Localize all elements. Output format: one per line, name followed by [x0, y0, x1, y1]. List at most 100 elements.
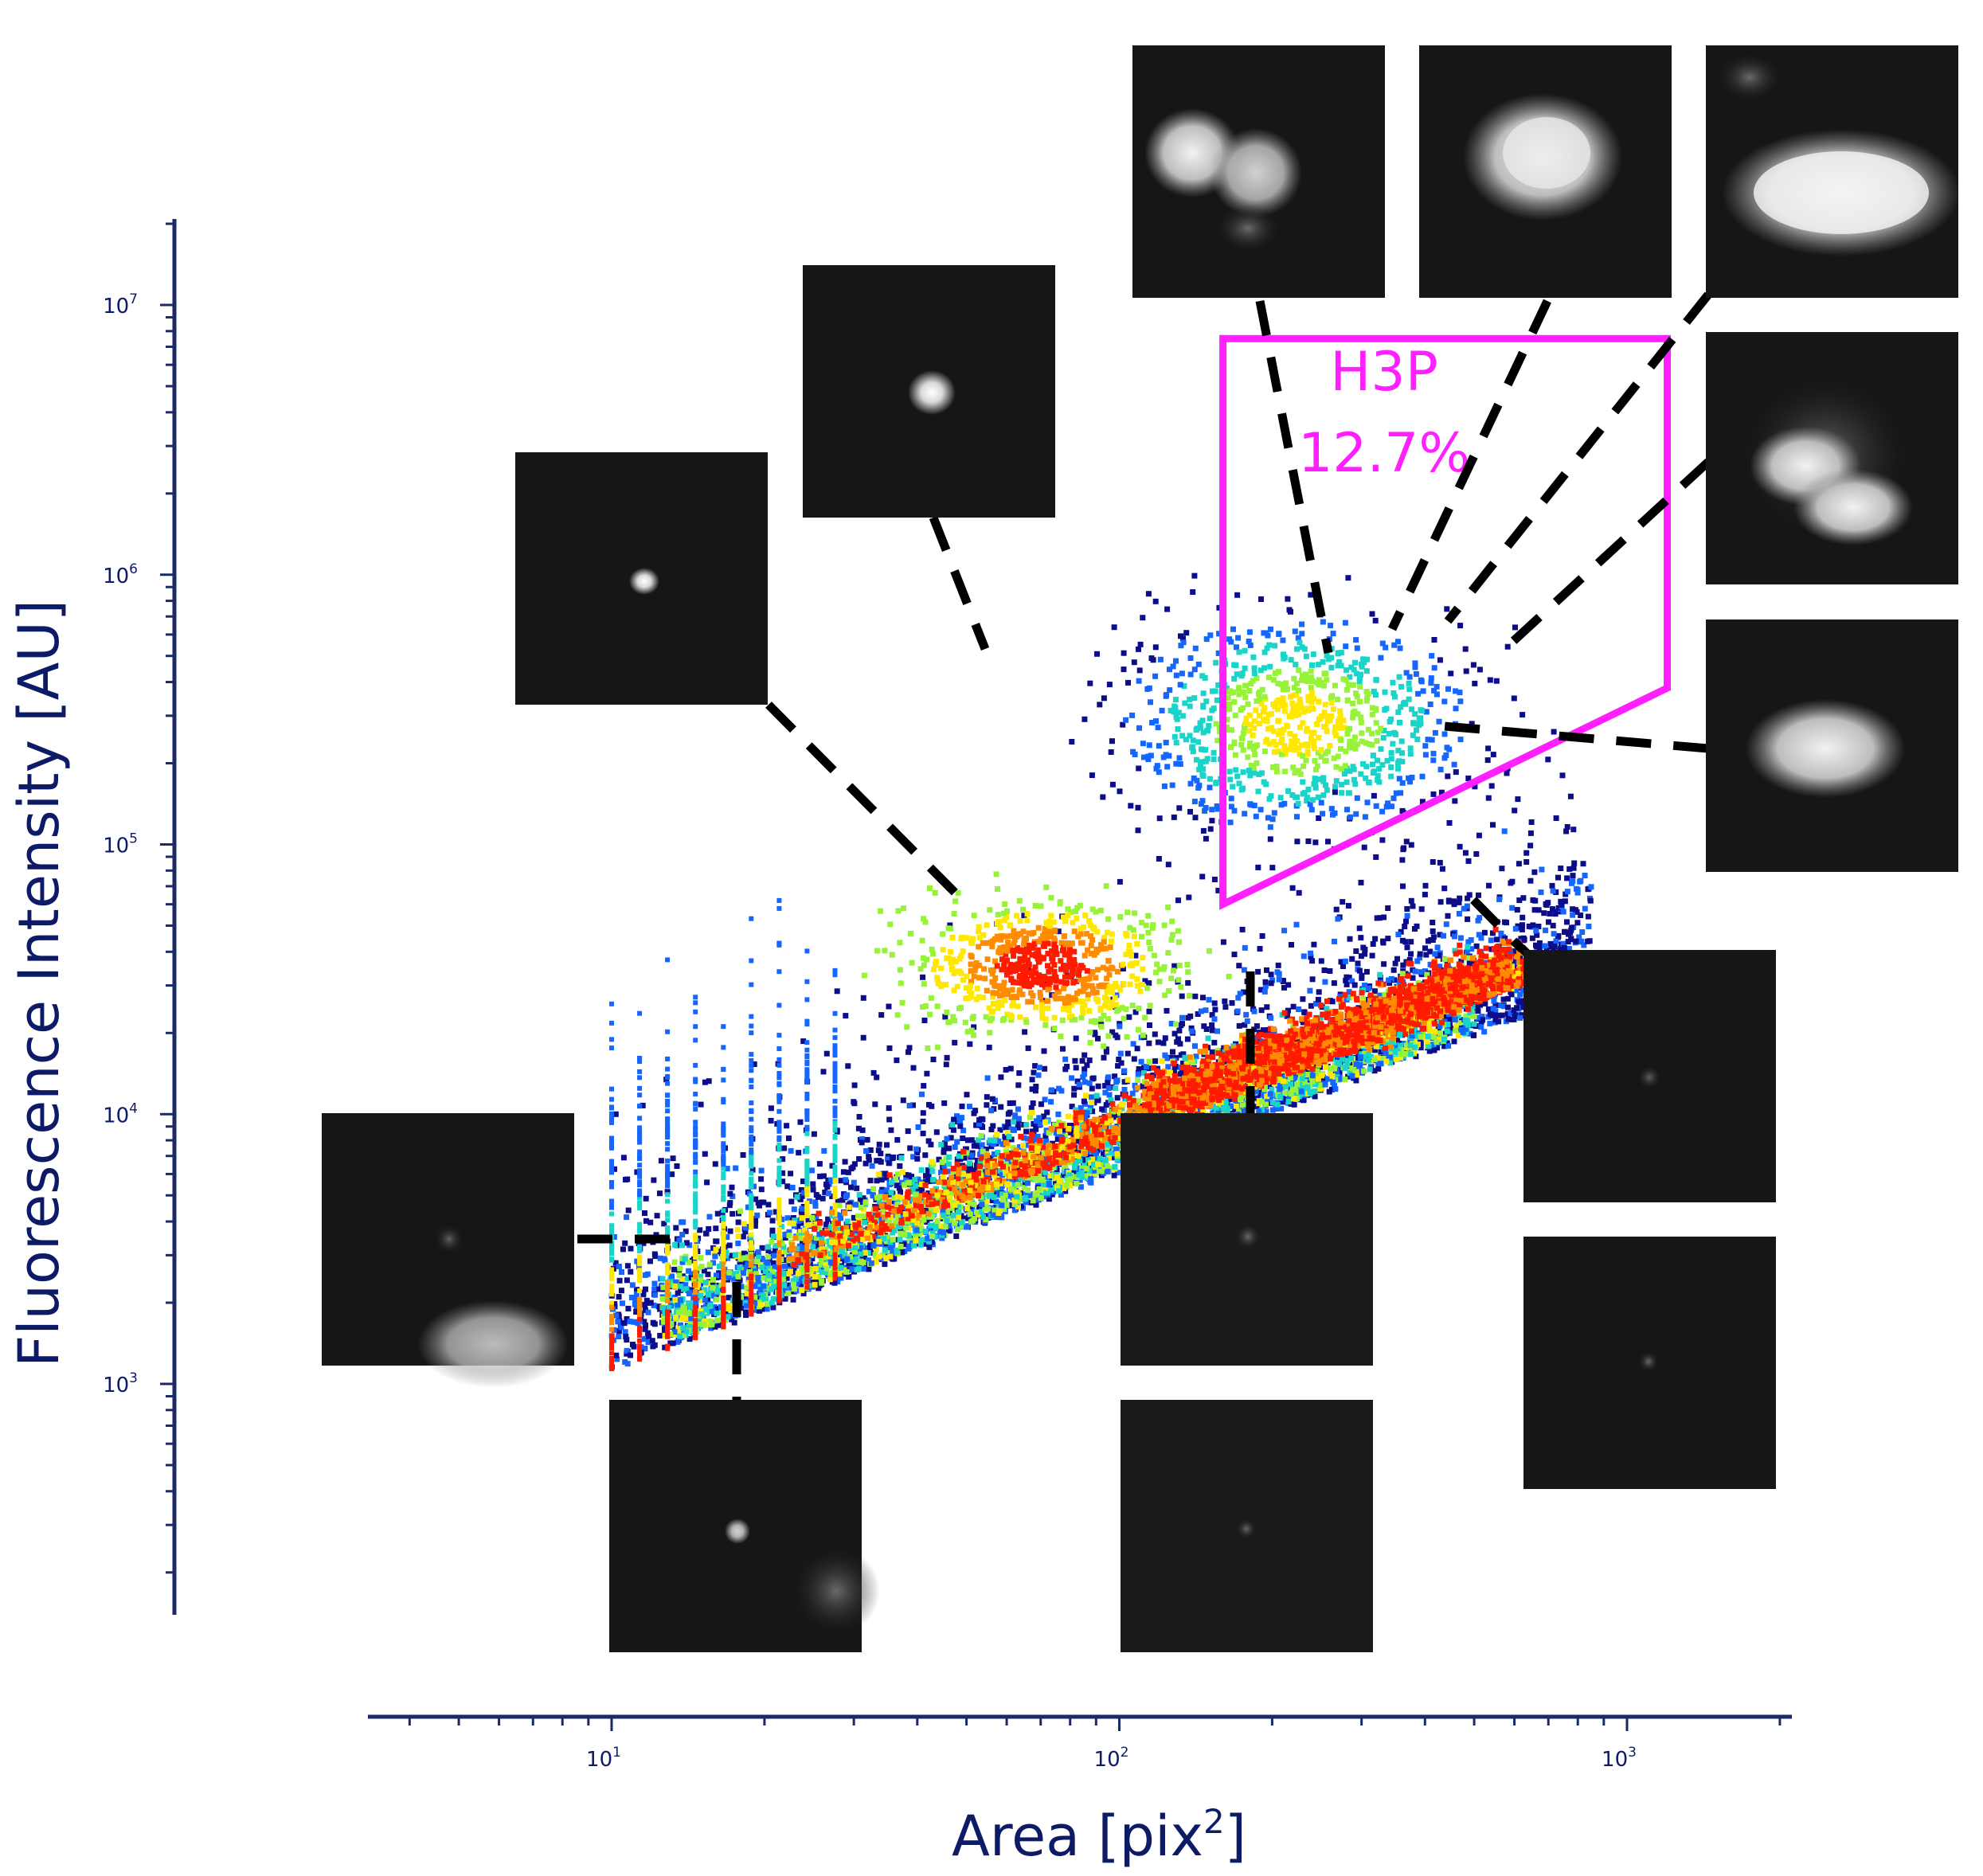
- scatter-point: [1164, 764, 1171, 770]
- scatter-point: [1048, 1099, 1054, 1105]
- scatter-point: [1555, 905, 1562, 911]
- scatter-point: [1081, 1098, 1087, 1104]
- scatter-point: [672, 1279, 679, 1285]
- scatter-point: [938, 1170, 944, 1176]
- scatter-point: [1198, 1008, 1204, 1014]
- scatter-point: [622, 1240, 628, 1246]
- scatter-point: [1200, 827, 1207, 834]
- scatter-point: [782, 1296, 788, 1302]
- scatter-point: [1356, 967, 1363, 974]
- scatter-point: [1213, 780, 1219, 786]
- scatter-point: [920, 1118, 926, 1124]
- scatter-point: [1263, 1101, 1269, 1108]
- scatter-point: [802, 1227, 808, 1233]
- scatter-point: [1345, 575, 1351, 581]
- scatter-point: [1172, 697, 1179, 703]
- scatter-point: [1173, 713, 1179, 720]
- scatter-point: [705, 1271, 711, 1277]
- scatter-point: [1303, 653, 1309, 659]
- scatter-point: [923, 1173, 929, 1179]
- scatter-point: [983, 1146, 989, 1152]
- scatter-point: [959, 1103, 965, 1109]
- scatter-point: [1031, 1069, 1037, 1076]
- scatter-point: [971, 1167, 977, 1174]
- scatter-point: [1403, 838, 1410, 845]
- scatter-point: [1491, 998, 1497, 1004]
- scatter-point: [651, 1321, 658, 1327]
- scatter-point: [1316, 989, 1322, 995]
- scatter-point: [1344, 1054, 1351, 1061]
- scatter-point: [1416, 716, 1422, 721]
- scatter-point: [1414, 737, 1421, 742]
- scatter-point: [1035, 1072, 1042, 1078]
- scatter-point: [1230, 689, 1237, 695]
- scatter-point: [1295, 635, 1301, 641]
- scatter-point: [882, 1171, 889, 1177]
- scatter-point: [683, 1282, 689, 1288]
- scatter-point: [1048, 1087, 1054, 1093]
- scatter-point: [851, 1214, 857, 1221]
- scatter-point: [1234, 644, 1239, 651]
- scatter-point: [915, 1176, 921, 1182]
- scatter-point: [1308, 690, 1315, 696]
- scatter-point: [1223, 685, 1230, 691]
- scatter-point: [611, 1327, 617, 1333]
- scatter-point: [1465, 895, 1471, 901]
- scatter-point: [1347, 743, 1352, 748]
- scatter-point: [1195, 739, 1202, 745]
- scatter-point: [820, 1069, 827, 1075]
- scatter-point: [925, 1138, 932, 1144]
- scatter-point: [1309, 976, 1316, 983]
- scatter-point: [1247, 741, 1254, 746]
- scatter-point: [1287, 730, 1293, 737]
- scatter-point: [1297, 696, 1303, 702]
- scatter-point: [1527, 877, 1534, 884]
- scatter-point: [1173, 658, 1179, 664]
- scatter-point: [642, 1210, 647, 1216]
- scatter-point: [900, 1097, 906, 1104]
- scatter-point: [752, 1223, 758, 1229]
- scatter-point: [1316, 734, 1322, 741]
- scatter-point: [1354, 795, 1360, 801]
- scatter-point: [898, 1155, 905, 1161]
- scatter-point: [1242, 665, 1248, 671]
- scatter-point: [703, 1303, 710, 1310]
- scatter-point: [906, 1045, 913, 1051]
- scatter-point: [947, 1168, 952, 1174]
- scatter-point: [1141, 1070, 1148, 1077]
- scatter-point: [670, 1155, 676, 1162]
- scatter-point: [974, 1163, 980, 1169]
- scatter-point: [1161, 783, 1168, 789]
- scatter-point: [976, 1120, 982, 1127]
- scatter-point: [849, 1266, 855, 1272]
- scatter-point: [894, 1237, 900, 1243]
- scatter-point: [1325, 1076, 1331, 1082]
- scatter-point: [884, 1238, 890, 1245]
- scatter-point: [1007, 1065, 1014, 1072]
- scatter-point: [1438, 789, 1445, 795]
- scatter-point: [874, 1158, 880, 1164]
- scatter-point: [1231, 699, 1238, 705]
- scatter-point: [1451, 761, 1457, 768]
- scatter-point: [1480, 1017, 1486, 1023]
- scatter-point: [1010, 1100, 1016, 1106]
- scatter-point: [1321, 670, 1328, 677]
- scatter-point: [784, 1123, 790, 1129]
- scatter-point: [1342, 771, 1347, 777]
- scatter-point: [1196, 766, 1203, 772]
- scatter-point: [632, 1301, 638, 1307]
- scatter-point: [1391, 694, 1398, 700]
- scatter-point: [1388, 716, 1394, 722]
- scatter-point: [1465, 776, 1472, 781]
- scatter-point: [1281, 702, 1288, 709]
- scatter-point: [1144, 1064, 1149, 1069]
- scatter-point: [1566, 866, 1573, 872]
- scatter-point: [1442, 1013, 1449, 1019]
- scatter-point: [1103, 1046, 1109, 1053]
- scatter-point: [1101, 1054, 1107, 1061]
- scatter-point: [989, 1096, 995, 1102]
- scatter-point: [616, 1328, 622, 1335]
- scatter-point: [1180, 1051, 1187, 1057]
- scatter-point: [1343, 643, 1349, 650]
- scatter-point: [1173, 740, 1179, 746]
